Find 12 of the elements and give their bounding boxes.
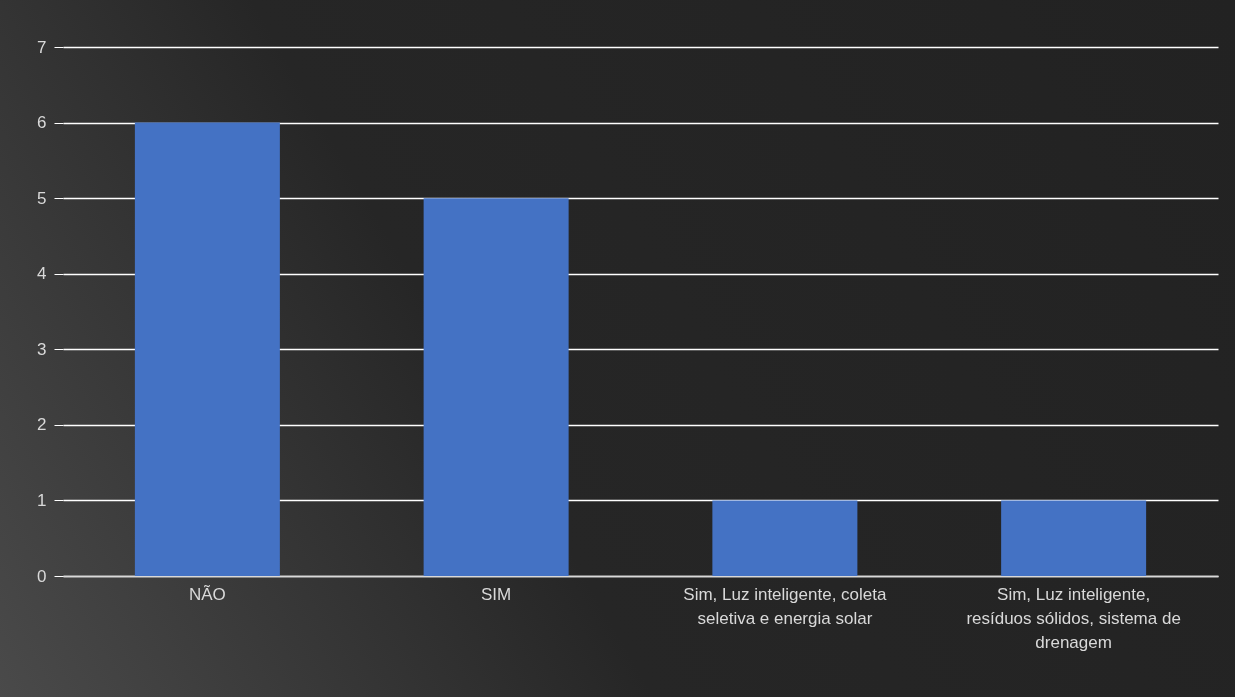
x-tick-label: Sim, Luz inteligente, coleta seletiva e energia solar bbox=[683, 584, 887, 628]
x-tick-label: Sim, Luz inteligente, resíduos sólidos, sistema de drenagem bbox=[966, 584, 1181, 652]
y-tick-label: 0 bbox=[37, 566, 47, 586]
y-tick-label: 6 bbox=[37, 113, 47, 133]
y-tick-label: 4 bbox=[37, 264, 47, 284]
x-tick-label: SIM bbox=[481, 584, 512, 604]
y-tick-label: 2 bbox=[37, 415, 47, 435]
y-tick-label: 1 bbox=[37, 490, 47, 510]
y-tick-label: 7 bbox=[37, 37, 47, 57]
x-tick-label: NÃO bbox=[188, 584, 226, 604]
y-tick-label: 5 bbox=[37, 188, 47, 208]
y-tick-label: 3 bbox=[37, 339, 47, 359]
